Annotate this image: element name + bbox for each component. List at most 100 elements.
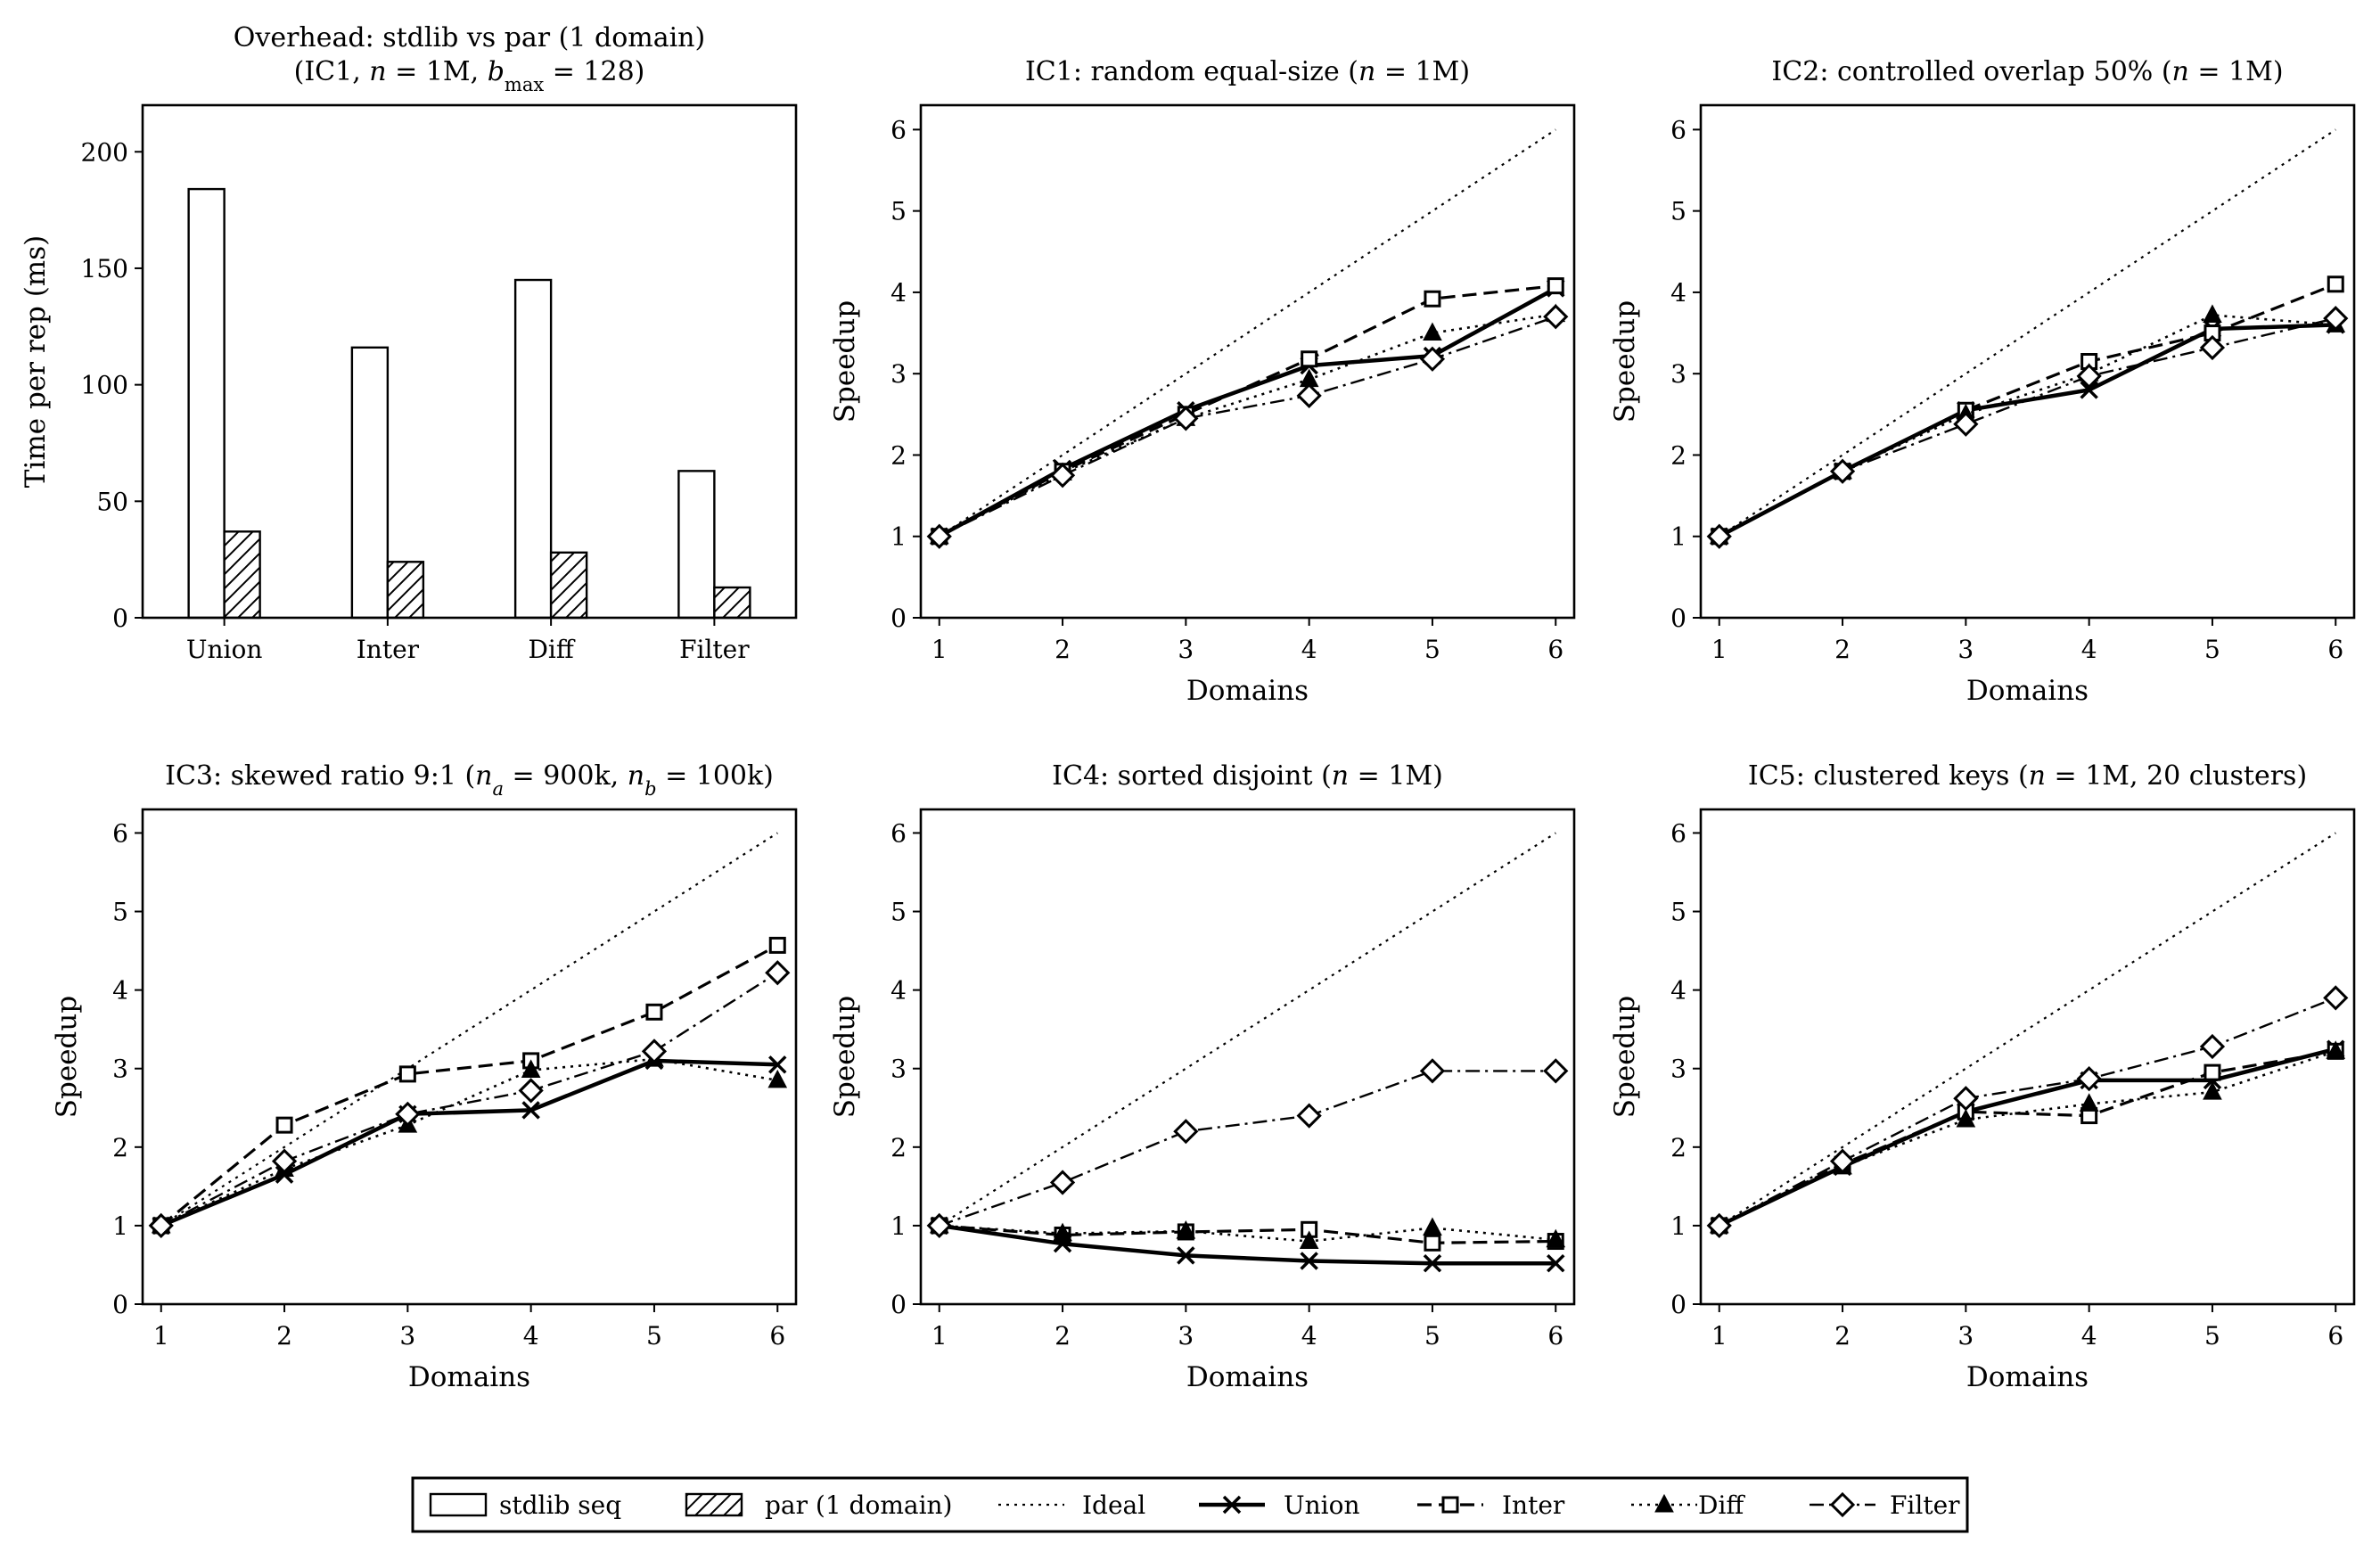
panel-title-part: a (492, 778, 504, 800)
x-tick-label: 4 (2081, 635, 2097, 664)
series-marker-filter (1419, 346, 1446, 372)
panel-title-part: IC1: random equal-size ( (1025, 56, 1358, 87)
series-line-diff (1719, 1050, 2336, 1227)
series-marker-union-stroke (1547, 1253, 1565, 1273)
y-tick-label: 5 (890, 197, 907, 226)
series-marker-diff (1546, 1228, 1566, 1248)
x-tick-label: 2 (1055, 635, 1071, 664)
bar-par (223, 530, 261, 620)
x-tick-label: 3 (1178, 635, 1194, 664)
series-marker-union-stroke (1300, 1252, 1318, 1270)
plot-frame (1699, 103, 2356, 620)
x-tick-label: 1 (931, 635, 948, 664)
y-tick-label: 50 (96, 487, 128, 516)
legend-item-inter: Inter (1417, 1490, 1565, 1520)
y-tick-label: 4 (112, 976, 128, 1006)
plot-frame (919, 103, 1576, 620)
x-axis-label: Domains (408, 1361, 530, 1393)
series-line-inter (1718, 1049, 2336, 1227)
series-marker-diff (2203, 1081, 2222, 1100)
series-line-diff (160, 1057, 778, 1227)
series-line-union (938, 286, 1557, 538)
series-marker-inter (1424, 290, 1441, 308)
series-marker-union-stroke (1423, 1253, 1442, 1273)
y-tick-label: 2 (890, 440, 907, 470)
x-axis-label: Domains (1966, 675, 2089, 707)
legend-label-diff: Diff (1698, 1490, 1745, 1520)
series-marker-union-stroke (521, 1101, 540, 1120)
series-marker-inter (1301, 350, 1318, 368)
series-marker-diff (1423, 1217, 1442, 1236)
y-axis-label: Time per rep (ms) (20, 235, 52, 488)
legend-marker-filter (1829, 1491, 1856, 1518)
y-tick-label: 2 (890, 1133, 907, 1162)
series-marker-inter (1424, 1234, 1441, 1252)
series-marker-filter (1829, 458, 1856, 484)
series-marker-union (521, 1101, 540, 1120)
panel-title-part: n (1358, 56, 1375, 87)
y-tick-label: 5 (1670, 898, 1687, 927)
series-marker-filter (1953, 411, 1979, 437)
x-axis-label: Domains (1966, 1361, 2089, 1393)
series-marker-filter (926, 1212, 952, 1239)
series-marker-filter (641, 1039, 668, 1064)
series-marker-union-stroke (2080, 381, 2098, 399)
series-marker-union (1177, 1246, 1195, 1265)
panel-title-part: n (628, 760, 644, 792)
series-marker-inter (1547, 277, 1564, 295)
panel-title-part: n (475, 760, 492, 792)
panel-title-part: n (1332, 760, 1349, 792)
x-tick-label: 1 (1711, 1321, 1728, 1351)
panel-title: IC5: clustered keys (n = 1M, 20 clusters… (1748, 760, 2307, 792)
y-tick-label: 6 (890, 818, 907, 848)
series-marker-filter (2323, 306, 2349, 332)
x-tick-label: 3 (1178, 1321, 1194, 1351)
panel-title-part: = 100k) (657, 760, 774, 792)
panel-title-part: IC2: controlled overlap 50% ( (1771, 56, 2171, 87)
y-tick-label: 4 (1670, 278, 1687, 308)
legend-item-stdlib: stdlib seq (429, 1490, 621, 1520)
panel-title-part: = 128) (544, 56, 644, 87)
legend-marker-union-stroke (1222, 1495, 1242, 1515)
y-tick-label: 0 (890, 1290, 907, 1319)
x-tick-label: 5 (2204, 1321, 2220, 1351)
panel-title-part: b (488, 56, 505, 87)
y-tick-label: 0 (112, 603, 128, 633)
series-marker-filter (148, 1212, 174, 1239)
panel-title-part: n (2172, 56, 2189, 87)
legend-item-diff: Diff (1631, 1490, 1745, 1520)
x-tick-label: 2 (1834, 635, 1851, 664)
panel-title-part: max (505, 74, 544, 95)
legend-item-ideal: Ideal (998, 1490, 1145, 1520)
y-tick-label: 1 (890, 1211, 907, 1241)
panel-title-part: = 1M) (2189, 56, 2284, 87)
y-tick-label: 5 (112, 898, 128, 927)
series-line-ideal (1719, 128, 2336, 538)
series-line-filter (160, 972, 778, 1227)
legend-frame (411, 1476, 1969, 1533)
y-tick-label: 4 (890, 976, 907, 1006)
x-tick-label: 5 (1424, 635, 1440, 664)
y-tick-label: 3 (1670, 359, 1687, 389)
x-tick-label: Diff (528, 635, 575, 664)
legend-label-inter: Inter (1502, 1490, 1565, 1520)
series-marker-diff (1423, 322, 1442, 341)
x-tick-label: 5 (646, 1321, 662, 1351)
y-tick-label: 2 (1670, 1133, 1687, 1162)
series-marker-filter (1049, 1170, 1076, 1195)
y-tick-label: 0 (1670, 1290, 1687, 1319)
y-axis-label: Speedup (1609, 300, 1641, 423)
y-tick-label: 3 (890, 359, 907, 389)
series-marker-diff (1299, 1230, 1319, 1250)
bar-par (713, 586, 751, 620)
series-line-union (1718, 1047, 2336, 1227)
y-tick-label: 0 (112, 1290, 128, 1319)
y-axis-label: Speedup (829, 996, 861, 1118)
legend-item-filter: Filter (1810, 1490, 1960, 1520)
legend-label-ideal: Ideal (1082, 1490, 1145, 1520)
series-marker-filter (271, 1148, 298, 1174)
bar-stdlib (513, 278, 553, 620)
series-line-inter (938, 284, 1556, 538)
legend-item-union: Union (1199, 1490, 1359, 1520)
